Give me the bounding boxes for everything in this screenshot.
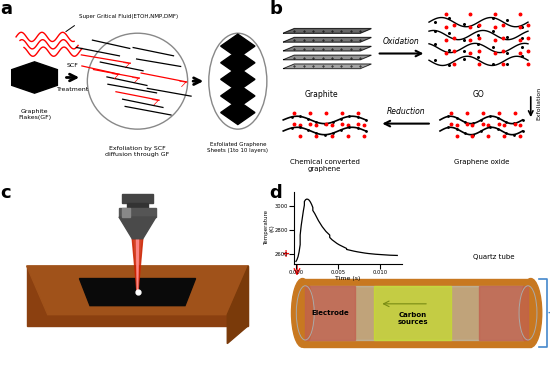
Polygon shape — [221, 34, 255, 58]
Text: -: - — [547, 308, 550, 318]
Polygon shape — [122, 193, 153, 203]
Text: Exfoliation by SCF
diffusion through GF: Exfoliation by SCF diffusion through GF — [106, 146, 169, 156]
Polygon shape — [478, 286, 528, 340]
Text: +: + — [282, 249, 290, 259]
Polygon shape — [127, 203, 148, 208]
Polygon shape — [132, 239, 143, 292]
Polygon shape — [283, 38, 371, 42]
Polygon shape — [221, 67, 255, 91]
Polygon shape — [283, 64, 371, 69]
Polygon shape — [305, 286, 355, 340]
Polygon shape — [227, 266, 249, 344]
Text: Quartz tube: Quartz tube — [473, 254, 514, 260]
Text: b: b — [270, 0, 282, 18]
Text: d: d — [270, 184, 282, 203]
Text: Super Gritical Fluid(ETOH,NMP,DMF): Super Gritical Fluid(ETOH,NMP,DMF) — [79, 14, 179, 19]
Text: Treatment: Treatment — [57, 87, 89, 92]
Text: GO: GO — [472, 90, 485, 99]
Polygon shape — [26, 266, 249, 325]
Polygon shape — [221, 101, 255, 125]
Text: Chemical converted
graphene: Chemical converted graphene — [289, 159, 360, 172]
Text: Exfoliation: Exfoliation — [537, 87, 542, 120]
Text: Graphene oxide: Graphene oxide — [454, 159, 509, 165]
Text: Reduction: Reduction — [386, 107, 425, 116]
Polygon shape — [283, 28, 371, 33]
Polygon shape — [283, 55, 371, 60]
Polygon shape — [26, 266, 249, 315]
Ellipse shape — [292, 279, 313, 347]
Polygon shape — [79, 279, 196, 306]
Text: Exfoliated Graphene
Sheets (1to 10 layers): Exfoliated Graphene Sheets (1to 10 layer… — [207, 142, 268, 153]
Polygon shape — [305, 286, 528, 340]
Text: Graphite
Flakes(GF): Graphite Flakes(GF) — [18, 109, 51, 120]
Text: Oxidation: Oxidation — [383, 37, 420, 46]
Y-axis label: Temperature
(K): Temperature (K) — [263, 210, 274, 245]
Text: SCF: SCF — [67, 63, 79, 68]
Polygon shape — [12, 62, 57, 93]
Polygon shape — [221, 84, 255, 108]
Text: a: a — [0, 0, 12, 18]
Polygon shape — [374, 286, 451, 340]
Polygon shape — [283, 46, 371, 51]
Ellipse shape — [520, 279, 542, 347]
X-axis label: Time (s): Time (s) — [335, 276, 361, 282]
Text: Carbon
sources: Carbon sources — [397, 312, 428, 325]
Polygon shape — [119, 217, 156, 239]
Polygon shape — [136, 239, 139, 292]
Text: c: c — [0, 184, 11, 203]
Polygon shape — [119, 208, 156, 217]
Polygon shape — [122, 208, 130, 217]
Text: Electrode: Electrode — [311, 310, 349, 316]
Text: Graphite: Graphite — [305, 90, 339, 99]
Polygon shape — [302, 279, 531, 347]
Polygon shape — [221, 51, 255, 75]
